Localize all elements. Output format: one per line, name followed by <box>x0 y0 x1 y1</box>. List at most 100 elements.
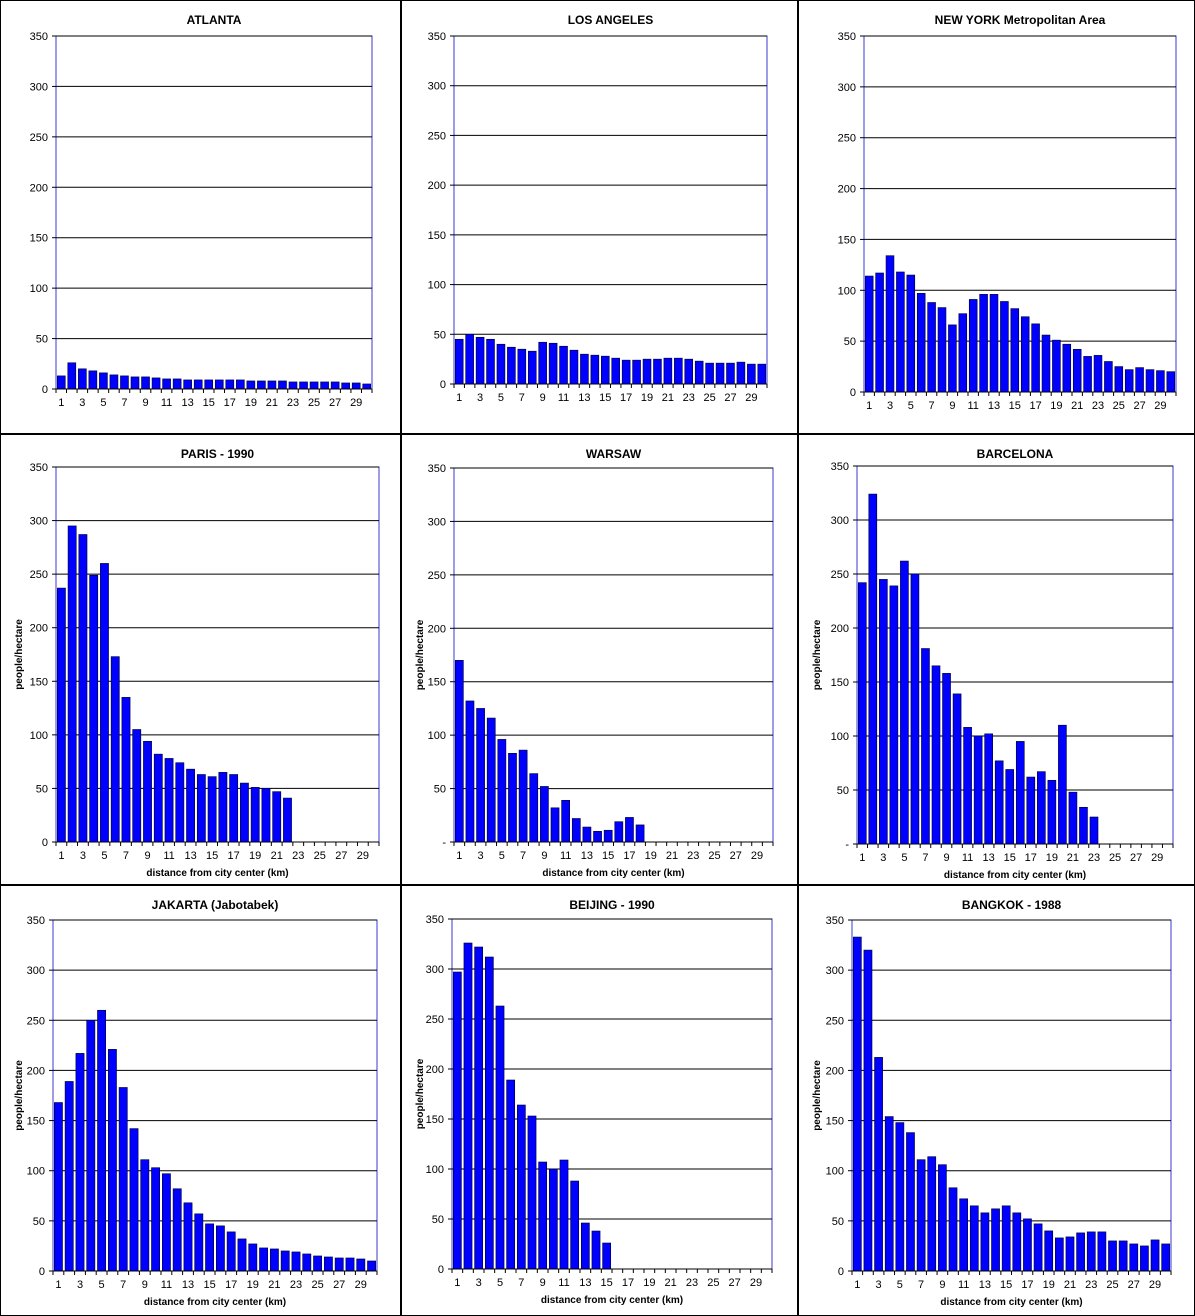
bar <box>994 760 1004 845</box>
bar <box>78 368 87 390</box>
bar <box>674 357 683 385</box>
plot-area <box>863 35 1177 393</box>
y-tick-label: 150 <box>30 233 48 245</box>
y-axis-label: people/hectare <box>415 619 426 690</box>
bar <box>1076 1232 1085 1272</box>
bar <box>927 1156 937 1272</box>
bar <box>921 648 930 845</box>
x-tick-label: 7 <box>123 850 129 862</box>
bar <box>495 1005 505 1270</box>
y-tick-label: 200 <box>428 180 446 192</box>
y-tick-label: 200 <box>426 1064 444 1076</box>
chart-panel: NEW YORK Metropolitan Area 0 50 100 150 200 25… <box>798 0 1195 434</box>
chart-panel: WARSAW -50 100 150 200 250 300 350 1 3 5 7 9 11 13 15 17… <box>401 434 798 885</box>
y-tick-label: 350 <box>826 915 844 927</box>
y-tick-label: 0 <box>850 387 856 399</box>
x-tick-label: 5 <box>499 850 505 862</box>
y-tick-label: 150 <box>426 1114 444 1126</box>
chart-title: BANGKOK - 1988 <box>962 898 1062 912</box>
bar <box>299 381 308 390</box>
x-tick-label: 5 <box>497 1277 503 1289</box>
x-tick-label: 11 <box>962 852 973 864</box>
bar <box>1037 771 1046 845</box>
x-tick-label: 1 <box>454 1277 460 1289</box>
bar <box>225 379 235 390</box>
x-tick-label: 15 <box>601 1277 613 1289</box>
bar <box>973 735 983 845</box>
bar <box>1023 1218 1032 1272</box>
x-tick-label: 7 <box>121 397 127 409</box>
bar <box>78 534 88 843</box>
plot-area <box>451 918 773 1270</box>
y-tick-label: 100 <box>30 283 48 295</box>
bar <box>989 294 999 393</box>
x-tick-label: 27 <box>1128 1279 1140 1291</box>
y-tick-label: 300 <box>30 516 48 528</box>
bar <box>550 807 560 843</box>
x-tick-label: 11 <box>560 850 571 862</box>
bar <box>632 359 641 385</box>
x-tick-label: 19 <box>245 397 257 409</box>
x-tick-label: 11 <box>967 400 978 412</box>
x-tick-label: 25 <box>308 397 320 409</box>
bar <box>980 1212 990 1272</box>
bar <box>89 574 99 843</box>
bar <box>1089 816 1099 845</box>
bar <box>497 739 507 843</box>
bar <box>879 579 888 845</box>
x-tick-label: 29 <box>1151 852 1163 864</box>
y-tick-label: 300 <box>30 81 48 93</box>
x-tick-label: 17 <box>1025 852 1037 864</box>
bar <box>590 354 600 385</box>
bar <box>603 829 613 843</box>
bar <box>1104 361 1113 393</box>
bar <box>259 1247 269 1272</box>
y-tick-label: 350 <box>426 914 444 926</box>
bar <box>580 1222 590 1270</box>
y-tick-label: 250 <box>831 569 849 581</box>
bar <box>593 831 602 843</box>
bar <box>614 821 624 843</box>
bar <box>1020 316 1030 393</box>
bar <box>1033 1223 1043 1272</box>
x-tick-label: 29 <box>355 1279 367 1291</box>
bar <box>1044 1230 1054 1272</box>
bar <box>602 1242 612 1270</box>
x-tick-label: 23 <box>290 1279 302 1291</box>
bar <box>1001 1205 1011 1272</box>
x-tick-label: 13 <box>988 400 1000 412</box>
x-axis-label: distance from city center (km) <box>944 870 1086 881</box>
x-axis-label: distance from city center (km) <box>146 868 288 879</box>
y-tick-label: 250 <box>27 1015 45 1027</box>
x-tick-label: 5 <box>897 1279 903 1291</box>
y-tick-label: 100 <box>826 1166 844 1178</box>
x-tick-label: 3 <box>880 852 886 864</box>
x-tick-label: 7 <box>120 1279 126 1291</box>
bar <box>143 740 152 843</box>
x-tick-label: 1 <box>456 850 462 862</box>
bar <box>663 357 673 385</box>
bar <box>694 360 704 385</box>
bar <box>1114 366 1124 393</box>
bar <box>931 665 941 845</box>
x-tick-label: 29 <box>1154 400 1166 412</box>
x-tick-label: 19 <box>645 850 657 862</box>
x-tick-label: 29 <box>1149 1279 1161 1291</box>
x-tick-label: 1 <box>854 1279 860 1291</box>
bar <box>161 1173 171 1272</box>
y-tick-label: 50 <box>832 1216 844 1228</box>
x-tick-label: 15 <box>203 1279 215 1291</box>
x-tick-label: 23 <box>1088 852 1100 864</box>
y-tick-label: 50 <box>33 1216 45 1228</box>
y-tick-label: 150 <box>27 1116 45 1128</box>
y-tick-label: 200 <box>831 623 849 635</box>
bar <box>196 774 206 843</box>
x-tick-label: 25 <box>1106 1279 1118 1291</box>
bar <box>527 350 537 385</box>
x-tick-label: 5 <box>498 392 504 404</box>
y-tick-label: 150 <box>826 1116 844 1128</box>
bar <box>896 271 905 393</box>
bar <box>527 1115 537 1270</box>
